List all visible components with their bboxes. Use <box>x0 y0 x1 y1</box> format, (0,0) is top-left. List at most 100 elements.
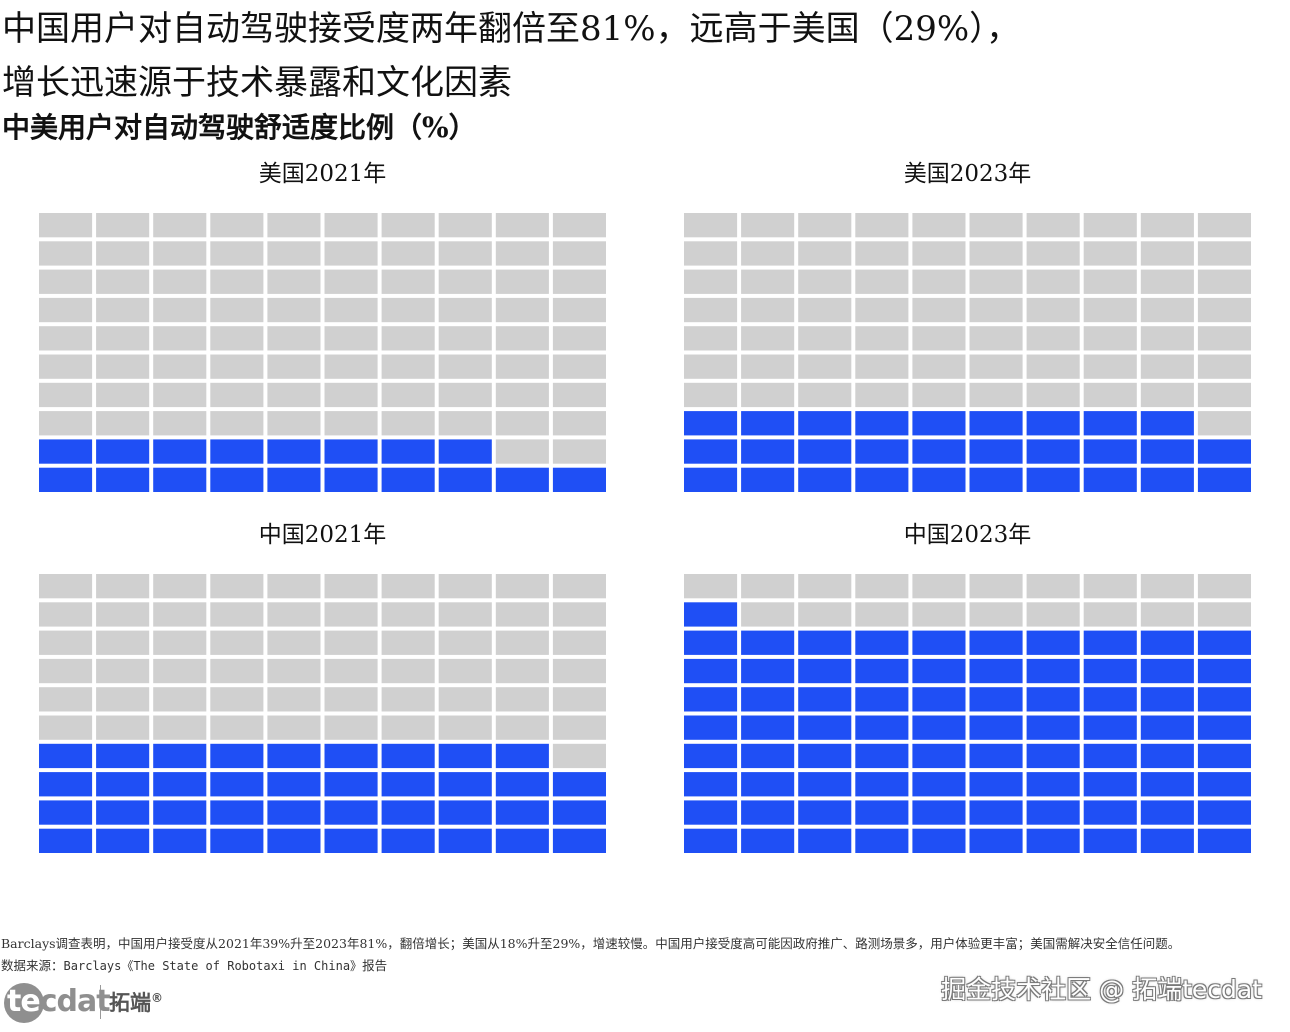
waffle-cell-filled <box>798 715 852 740</box>
waffle-cell-empty <box>39 630 93 655</box>
logo-circle-icon <box>4 983 44 1023</box>
waffle-cell-filled <box>324 743 378 769</box>
waffle-cell-empty <box>39 297 93 323</box>
waffle-cell-filled <box>1026 743 1080 769</box>
waffle-cell-empty <box>438 687 492 712</box>
waffle-cell-filled <box>96 772 150 797</box>
waffle-cell-filled <box>495 800 549 825</box>
waffle-cell-empty <box>495 297 549 323</box>
waffle-cell-empty <box>798 602 852 627</box>
waffle-cell-filled <box>969 411 1023 436</box>
waffle-cell-empty <box>741 602 795 627</box>
waffle-cell-filled <box>798 658 852 684</box>
waffle-cell-empty <box>855 326 909 351</box>
waffle-cell-filled <box>267 439 321 464</box>
waffle-cell-empty <box>324 574 378 599</box>
waffle-cell-empty <box>552 326 606 351</box>
waffle-cell-empty <box>912 574 966 599</box>
waffle-cell-filled <box>798 439 852 464</box>
waffle-cell-filled <box>855 800 909 825</box>
waffle-cell-filled <box>39 828 93 853</box>
waffle-cell-filled <box>324 772 378 797</box>
waffle-cell-empty <box>684 354 738 379</box>
waffle-cell-empty <box>210 630 264 655</box>
waffle-chart-us-2021 <box>39 213 606 492</box>
waffle-cell-empty <box>153 574 207 599</box>
waffle-cell-filled <box>741 411 795 436</box>
waffle-cell-empty <box>1140 269 1194 294</box>
waffle-cell-empty <box>39 382 93 408</box>
waffle-cell-filled <box>153 772 207 797</box>
waffle-cell-empty <box>495 630 549 655</box>
waffle-cell-filled <box>741 800 795 825</box>
waffle-cell-filled <box>855 828 909 853</box>
waffle-cell-empty <box>798 382 852 408</box>
waffle-cell-filled <box>1140 772 1194 797</box>
waffle-cell-empty <box>324 326 378 351</box>
waffle-cell-empty <box>267 687 321 712</box>
waffle-cell-empty <box>969 602 1023 627</box>
waffle-cell-empty <box>153 326 207 351</box>
waffle-cell-filled <box>855 411 909 436</box>
waffle-cell-filled <box>1140 411 1194 436</box>
waffle-cell-empty <box>1083 326 1137 351</box>
waffle-cell-filled <box>969 715 1023 740</box>
waffle-cell-empty <box>210 602 264 627</box>
waffle-cell-filled <box>912 630 966 655</box>
waffle-cell-empty <box>267 382 321 408</box>
waffle-cell-filled <box>969 439 1023 464</box>
waffle-cell-empty <box>495 326 549 351</box>
waffle-cell-empty <box>969 241 1023 266</box>
waffle-cell-filled <box>1140 658 1194 684</box>
waffle-cell-empty <box>684 297 738 323</box>
waffle-cell-empty <box>324 269 378 294</box>
logo-divider <box>100 985 101 1019</box>
waffle-cell-empty <box>684 213 738 238</box>
waffle-cell-filled <box>438 828 492 853</box>
waffle-cell-empty <box>267 574 321 599</box>
waffle-cell-empty <box>741 297 795 323</box>
waffle-cell-filled <box>1083 828 1137 853</box>
waffle-cell-empty <box>96 602 150 627</box>
waffle-cell-empty <box>684 326 738 351</box>
waffle-cell-empty <box>438 602 492 627</box>
waffle-cell-filled <box>1197 439 1251 464</box>
waffle-cell-empty <box>381 269 435 294</box>
waffle-cell-filled <box>798 743 852 769</box>
waffle-cell-filled <box>798 772 852 797</box>
waffle-cell-filled <box>1026 411 1080 436</box>
waffle-cell-empty <box>210 687 264 712</box>
waffle-cell-filled <box>210 800 264 825</box>
waffle-cell-filled <box>855 687 909 712</box>
waffle-cell-empty <box>1197 269 1251 294</box>
waffle-cell-empty <box>741 326 795 351</box>
waffle-cell-filled <box>798 828 852 853</box>
waffle-cell-filled <box>741 772 795 797</box>
waffle-cell-empty <box>855 241 909 266</box>
waffle-cell-empty <box>381 382 435 408</box>
chart-title-line-1: 中国用户对自动驾驶接受度两年翻倍至81%，远高于美国（29%）， <box>2 9 1021 49</box>
waffle-cell-filled <box>741 743 795 769</box>
waffle-cell-empty <box>1197 297 1251 323</box>
waffle-cell-empty <box>495 574 549 599</box>
waffle-cell-empty <box>495 411 549 436</box>
waffle-cell-empty <box>552 411 606 436</box>
source-text: Barclays《The State of Robotaxi in China》 <box>63 959 363 973</box>
waffle-cell-filled <box>438 439 492 464</box>
waffle-cell-empty <box>267 269 321 294</box>
waffle-cell-empty <box>495 354 549 379</box>
waffle-cell-empty <box>324 382 378 408</box>
waffle-cell-empty <box>210 574 264 599</box>
waffle-cell-empty <box>96 411 150 436</box>
waffle-cell-empty <box>1026 269 1080 294</box>
waffle-cell-filled <box>741 828 795 853</box>
waffle-cell-empty <box>153 241 207 266</box>
waffle-cell-empty <box>324 297 378 323</box>
source-label: 数据来源： <box>1 958 64 973</box>
waffle-cell-filled <box>969 658 1023 684</box>
waffle-cell-empty <box>267 213 321 238</box>
waffle-cell-empty <box>798 297 852 323</box>
waffle-cell-empty <box>153 687 207 712</box>
waffle-cell-empty <box>969 297 1023 323</box>
chart-source: 数据来源：Barclays《The State of Robotaxi in C… <box>1 958 387 974</box>
